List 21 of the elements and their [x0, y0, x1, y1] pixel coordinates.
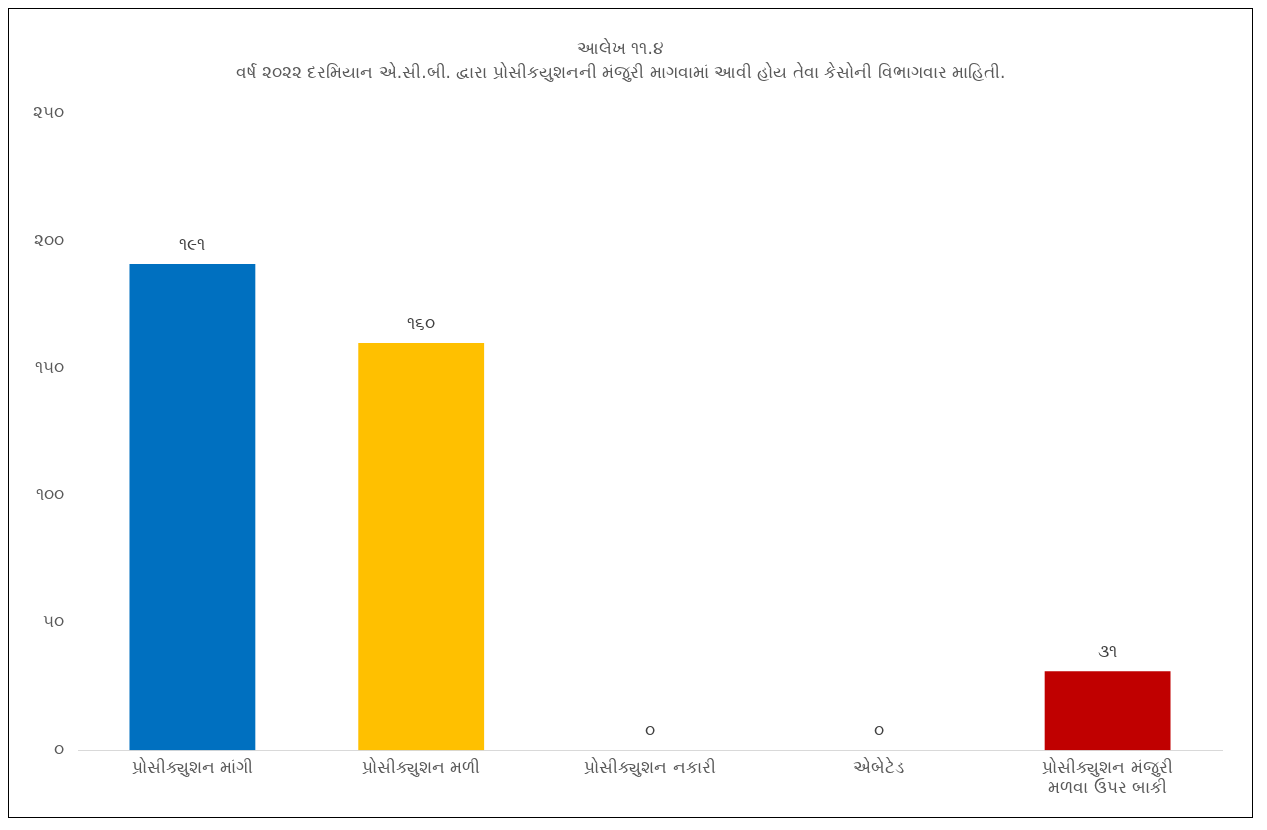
y-tick-label: ૦ [54, 738, 64, 759]
y-tick-label: ૫૦ [43, 611, 64, 632]
data-label: ૧૯૧ [179, 233, 206, 254]
bar [358, 342, 485, 751]
data-label: ૩૧ [1098, 641, 1118, 662]
data-label: ૧૬૦ [407, 312, 436, 333]
x-tick-label: પ્રોસીક્યુશન નકારી [584, 756, 716, 777]
data-label: ૦ [645, 720, 655, 741]
x-tick-label: પ્રોસીક્યુશન મળી [362, 756, 481, 777]
x-tick-label: એબેટેડ [853, 756, 905, 777]
chart-subtitle: વર્ષ ૨૦૨૨ દરમિયાન એ.સી.બી. દ્વારા પ્રોસીકયુશનની મંજુરી માગવામાં આવી હોય તેવા કેસોની વિભાગવાર માહિતી. [235, 62, 1006, 83]
x-tick-label: પ્રોસીક્યુશન માંગી [131, 756, 254, 777]
y-tick-label: ૧૫૦ [35, 356, 64, 377]
y-tick-label: ૧૦૦ [36, 484, 64, 505]
chart-title: આલેખ ૧૧.૪ [577, 37, 664, 58]
y-tick-label: ૨૦૦ [34, 229, 64, 250]
x-tick-label: પ્રોસીક્યુશન મંજુરી મળવા ઉપર બાકી [1042, 756, 1173, 798]
data-label: ૦ [873, 720, 884, 741]
y-tick-label: ૨૫૦ [33, 102, 64, 123]
bar [129, 263, 256, 751]
bar [1044, 671, 1171, 751]
